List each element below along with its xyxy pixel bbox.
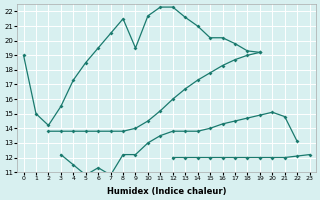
- X-axis label: Humidex (Indice chaleur): Humidex (Indice chaleur): [107, 187, 226, 196]
